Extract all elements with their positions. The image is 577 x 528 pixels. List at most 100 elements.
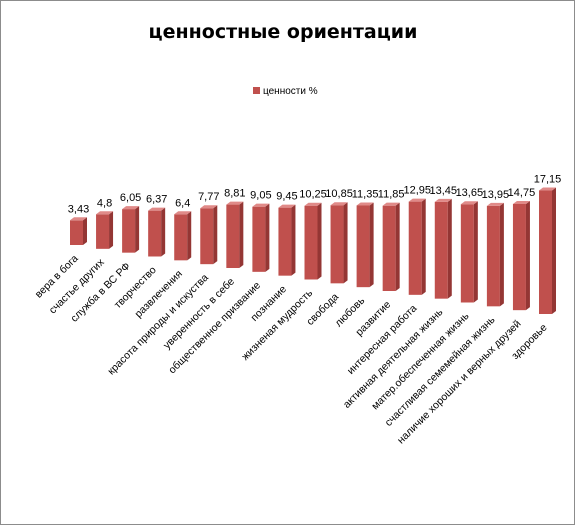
bar-top: [382, 202, 400, 206]
legend: ценности %: [253, 86, 318, 97]
bar-front: [226, 204, 240, 268]
bar-front: [434, 201, 448, 299]
bar-front: [70, 220, 83, 245]
bar-top: [252, 203, 270, 207]
category-label: счастливая семемейная жизнь: [383, 314, 498, 429]
bar-side: [421, 198, 426, 295]
bar-top: [174, 211, 192, 215]
data-label: 9,05: [250, 190, 271, 202]
data-label: 6,37: [146, 194, 167, 206]
bar-front: [174, 214, 188, 261]
bar: [330, 202, 348, 284]
bar-side: [395, 202, 400, 291]
bar: [382, 202, 400, 291]
data-label: 11,85: [378, 189, 405, 201]
bar-front: [356, 205, 370, 288]
bar-side: [291, 204, 296, 276]
bar-front: [148, 210, 162, 257]
bar: [356, 202, 374, 288]
data-label: 11,35: [352, 188, 379, 200]
bar-top: [486, 202, 504, 206]
bars-group: [70, 187, 556, 314]
bar: [70, 217, 87, 245]
bar-top: [200, 205, 218, 209]
bar-top: [512, 200, 530, 204]
bar: [122, 206, 140, 253]
legend-label: ценности %: [263, 86, 318, 97]
bar-front: [278, 207, 292, 276]
data-label: 6,05: [120, 192, 141, 204]
data-label: 14,75: [508, 187, 536, 199]
bar-side: [369, 202, 374, 288]
bar-top: [539, 187, 556, 191]
bar-front: [460, 204, 474, 303]
bar-front: [304, 205, 318, 280]
bar-side: [239, 201, 244, 268]
bar-front: [382, 205, 396, 291]
data-label: 12,95: [403, 185, 431, 197]
bar-top: [148, 207, 166, 211]
bar-side: [161, 207, 166, 257]
data-label: 9,45: [276, 191, 297, 203]
data-label: 4,8: [97, 197, 112, 209]
bar-side: [499, 202, 504, 307]
bar-front: [96, 214, 110, 249]
bar-top: [330, 202, 348, 206]
bar: [512, 200, 530, 311]
bar: [486, 202, 504, 307]
bar-side: [187, 211, 192, 261]
bar: [434, 198, 452, 299]
bar: [96, 211, 114, 249]
value-labels-group: 3,43 4,8 6,05 6,37 6,4 7,77 8,81 9,05 9,45 10,25 1…: [68, 174, 561, 216]
bar-front: [408, 201, 422, 295]
data-label: 3,43: [68, 203, 89, 215]
bar-side: [473, 201, 478, 303]
bar-top: [304, 202, 322, 206]
bar-front: [512, 203, 526, 311]
data-label: 13,65: [456, 187, 484, 199]
bar-side: [213, 205, 218, 265]
bar-top: [434, 198, 452, 202]
bar-side: [447, 198, 452, 299]
bar: [460, 201, 478, 303]
data-label: 10,25: [299, 189, 327, 201]
data-label: 13,45: [430, 185, 458, 197]
bar-side: [525, 200, 530, 311]
data-label: 8,81: [224, 188, 245, 200]
bar-top: [226, 201, 244, 205]
bar: [539, 187, 556, 314]
bar-top: [70, 217, 87, 221]
bar-side: [109, 211, 114, 249]
bar-front: [200, 208, 214, 265]
bar-top: [96, 211, 114, 215]
bar-front: [486, 205, 500, 307]
bar-side: [135, 206, 140, 253]
bar: [174, 211, 192, 261]
bar-side: [83, 217, 87, 245]
bar: [148, 207, 166, 257]
chart-title: ценностные ориентации: [149, 21, 418, 43]
bar-top: [122, 206, 140, 210]
bar-side: [552, 187, 556, 314]
legend-swatch: [253, 87, 260, 94]
bar-top: [460, 201, 478, 205]
bar-front: [330, 205, 344, 284]
bar-side: [343, 202, 348, 284]
bar: [304, 202, 322, 280]
bar: [200, 205, 218, 265]
data-label: 6,4: [175, 197, 190, 209]
data-label: 13,95: [482, 189, 510, 201]
bar-top: [408, 198, 426, 202]
bar-front: [539, 190, 552, 314]
bar: [252, 203, 270, 272]
bar-top: [278, 204, 296, 208]
data-label: 7,77: [198, 191, 219, 203]
bar-front: [252, 206, 266, 272]
data-label: 17,15: [534, 174, 562, 186]
bar: [408, 198, 426, 295]
bar-side: [265, 203, 270, 272]
bar-front: [122, 209, 136, 253]
bar-side: [317, 202, 322, 280]
